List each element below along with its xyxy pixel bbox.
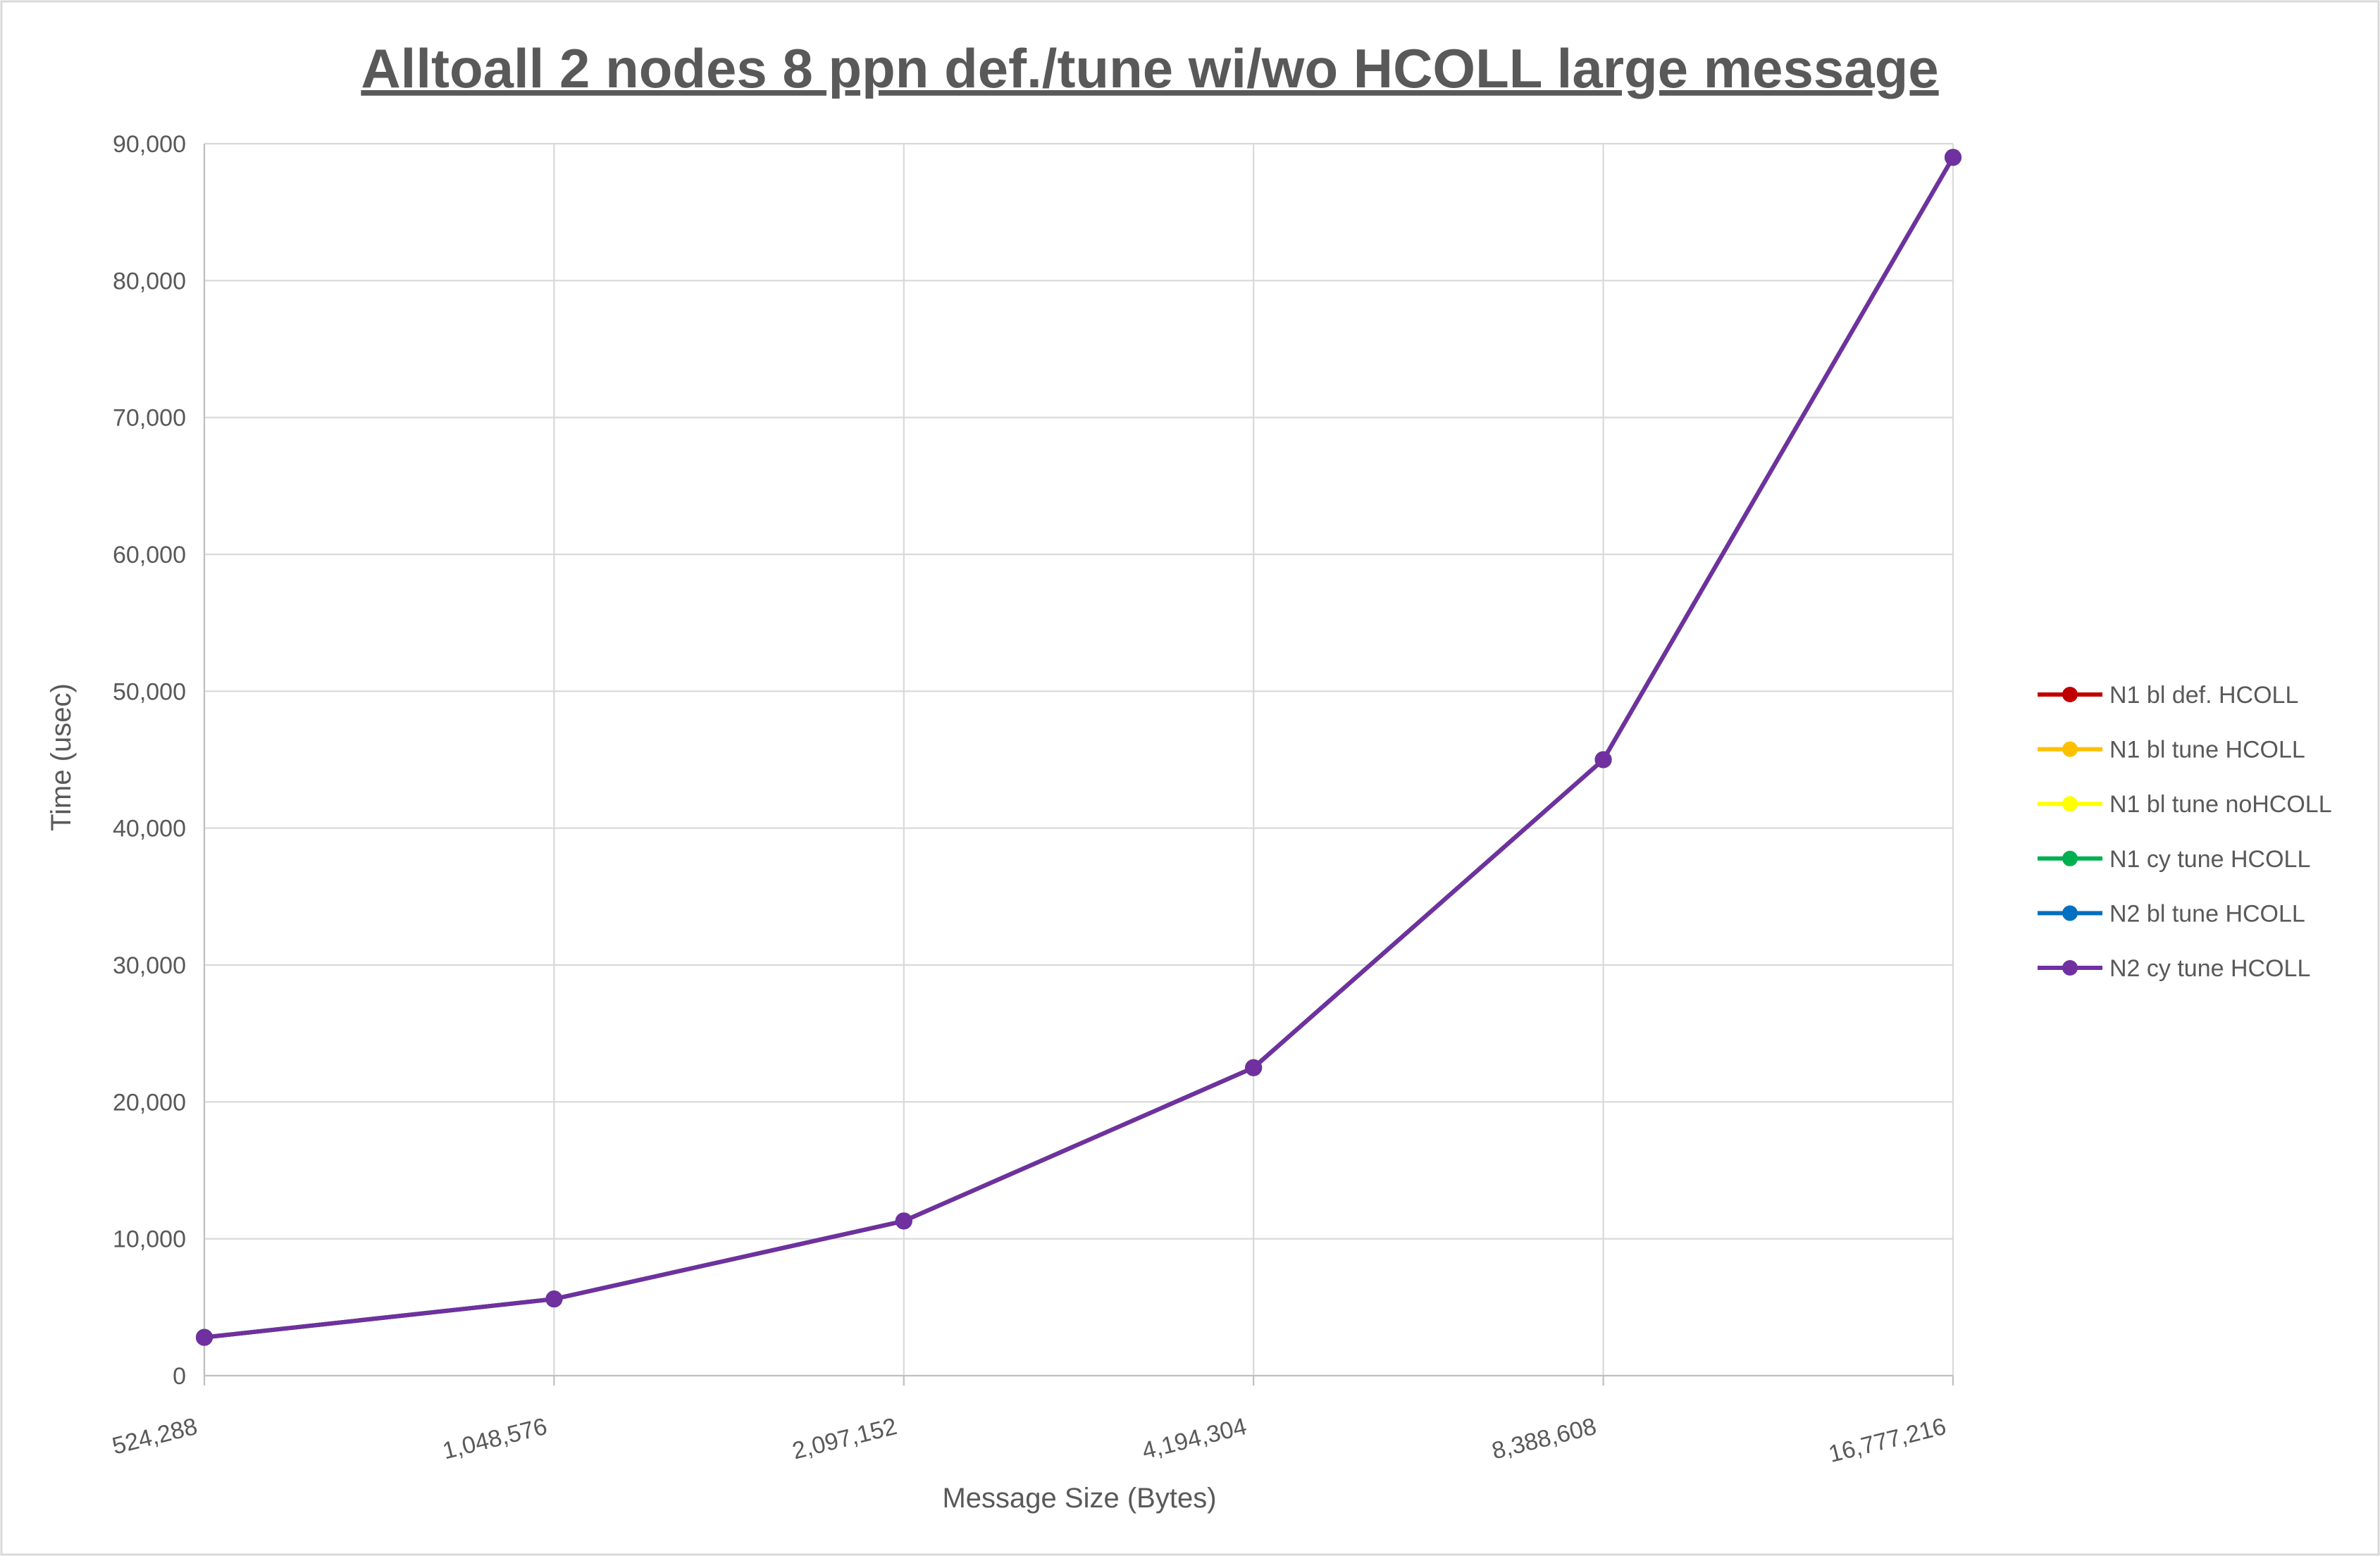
legend-label: N1 bl def. HCOLL [2109,682,2298,709]
y-tick-label: 20,000 [113,1089,186,1116]
legend-label: N1 cy tune HCOLL [2109,846,2310,873]
y-tick-label: 10,000 [113,1226,186,1253]
data-point [895,1212,912,1230]
data-point [1245,1059,1263,1076]
legend-label: N2 cy tune HCOLL [2109,955,2310,982]
legend-swatch-marker [2062,741,2078,757]
legend-entry: N2 cy tune HCOLL [2038,955,2310,982]
legend: N1 bl def. HCOLL N1 bl tune HCOLL N1 bl tu… [2038,682,2332,982]
data-point [545,1290,563,1308]
series-lines [196,149,1961,1346]
data-point [1594,751,1612,768]
y-tick-label: 80,000 [113,268,186,294]
data-point [196,1328,213,1346]
legend-swatch-marker [2062,850,2078,866]
y-tick-label: 0 [173,1363,186,1390]
y-tick-label: 50,000 [113,678,186,705]
y-tick-label: 40,000 [113,816,186,842]
series-6 [196,149,1961,1346]
legend-entry: N1 bl def. HCOLL [2038,682,2298,709]
y-axis-title: Time (usec) [46,683,77,831]
chart-title: Alltoall 2 nodes 8 ppn def./tune wi/wo H… [361,37,1938,99]
legend-entry: N1 cy tune HCOLL [2038,846,2310,873]
legend-label: N1 bl tune HCOLL [2109,737,2305,764]
data-point [1945,149,1961,166]
legend-swatch-marker [2062,687,2078,702]
y-tick-label: 60,000 [113,542,186,568]
legend-swatch-marker [2062,960,2078,976]
y-tick-label: 70,000 [113,405,186,432]
series-line [204,156,1955,1340]
x-axis-title: Message Size (Bytes) [942,1483,1216,1514]
legend-entry: N1 bl tune noHCOLL [2038,791,2332,818]
y-tick-label: 90,000 [113,131,186,158]
legend-swatch-marker [2062,796,2078,812]
legend-entry: N2 bl tune HCOLL [2038,900,2305,927]
legend-swatch-marker [2062,905,2078,921]
y-tick-label: 30,000 [113,952,186,979]
legend-label: N1 bl tune noHCOLL [2109,791,2332,818]
legend-label: N2 bl tune HCOLL [2109,900,2305,927]
legend-entry: N1 bl tune HCOLL [2038,737,2305,764]
